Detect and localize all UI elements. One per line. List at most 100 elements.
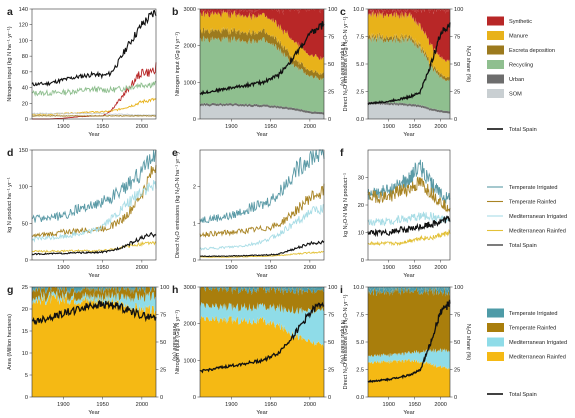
y-tick-label: 10.0	[353, 285, 364, 291]
panel-letter: b	[172, 6, 178, 18]
x-axis-label: Year	[88, 410, 99, 416]
y-tick-label: 80	[22, 54, 28, 60]
y-right-tick-label: 0	[328, 117, 331, 123]
y-tick-label: 20	[22, 101, 28, 107]
series-temperate-irrigated	[367, 159, 451, 204]
y-right-tick-label: 75	[328, 313, 334, 319]
y-right-axis-label: N₂O share (%)	[465, 46, 471, 82]
legend-swatch	[487, 337, 504, 347]
y-tick-label: 7.5	[356, 35, 364, 41]
y-tick-label: 0.0	[356, 395, 364, 401]
legend-swatch	[487, 89, 504, 98]
area-mediterranean-rainfed	[368, 358, 450, 397]
y-tick-label: 0	[193, 395, 196, 401]
y-axis-label: Direct N₂O emissions (Gg N₂O-N yr⁻¹)	[343, 16, 349, 111]
y-tick-label: 20	[22, 307, 28, 313]
x-tick-label: 1900	[383, 124, 395, 130]
area-mediterranean-irrigated	[32, 290, 156, 315]
area-fill-top	[368, 287, 450, 292]
x-tick-label: 1900	[57, 265, 69, 271]
y-tick-label: 10	[22, 351, 28, 357]
series-temperate-irrigated	[31, 149, 157, 223]
legend-label: Excreta deposition	[509, 48, 555, 54]
area-urban	[200, 102, 324, 115]
legend-swatch	[487, 74, 504, 84]
y-tick-label: 5.0	[356, 340, 364, 346]
legend-label: Recycling	[509, 63, 533, 69]
panel-e: 0 1 2 1900 1950 2000 Year Direct N₂O emissions …	[172, 147, 325, 279]
y-tick-label: 1000	[184, 80, 196, 86]
y-right-tick-label: 25	[160, 368, 166, 374]
area-fill-top	[368, 9, 450, 15]
x-tick-label: 2000	[434, 265, 446, 271]
legend-swatch	[487, 16, 504, 26]
x-tick-label: 1900	[225, 265, 237, 271]
x-tick-label: 1900	[383, 265, 395, 271]
legend-label: Mediterranean Rainfed	[509, 355, 566, 361]
legend-label: Total Spain	[509, 392, 537, 398]
y-axis-label: Area (Million hectares)	[7, 314, 13, 370]
legend-swatch	[487, 308, 504, 318]
series-mediterranean-rainfed	[200, 250, 325, 258]
area-som	[368, 103, 450, 119]
x-tick-label: 1900	[57, 402, 69, 408]
y-tick-label: 0	[25, 395, 28, 401]
panel-letter: i	[340, 284, 343, 296]
legend-crops-lines: Temperate Irrigated Temperate Rainfed Medi…	[487, 185, 567, 249]
series-total-spain	[199, 239, 325, 258]
y-tick-label: 3000	[184, 7, 196, 13]
y-tick-label: 0	[193, 258, 196, 264]
panel-letter: e	[172, 147, 178, 159]
y-right-tick-label: 0	[454, 117, 457, 123]
area-som	[200, 105, 324, 119]
x-tick-label: 1950	[264, 124, 276, 130]
legend-swatch	[487, 60, 504, 69]
y-right-axis-label: N₂O share (%)	[465, 324, 471, 360]
y-axis-label: Nitrogen input (Gg N yr⁻¹)	[175, 310, 181, 374]
y-tick-label: 1000	[184, 358, 196, 364]
x-axis-label: Year	[256, 273, 267, 279]
y-tick-label: 25	[22, 285, 28, 291]
y-axis-label: kg N product ha⁻¹ yr⁻¹	[7, 177, 13, 232]
legend-label: Synthetic	[509, 19, 532, 25]
panel-letter: h	[172, 284, 178, 296]
series-recycling	[31, 80, 157, 97]
series-mediterranean-irrigated	[31, 180, 157, 243]
legend-label: SOM	[509, 92, 522, 98]
series-mediterranean-rainfed	[367, 228, 451, 247]
series-temperate-rainfed	[199, 183, 325, 238]
x-tick-label: 2000	[136, 265, 148, 271]
area-fill-top	[200, 287, 324, 293]
panel-c: 0.0 2.5 5.0 7.5 10.0 0 25 50 75 100 N₂O share (%) 1…	[340, 6, 471, 138]
y-axis-label: Direct N₂O emissions (kg N₂O-N ha⁻¹ yr⁻¹…	[175, 152, 181, 258]
legend-swatch	[487, 352, 504, 361]
legend-label: Temperate Rainfed	[509, 326, 556, 332]
x-tick-label: 1950	[408, 265, 420, 271]
x-tick-label: 2000	[136, 402, 148, 408]
y-axis-label: Nitrogen input (kg N ha⁻¹ yr⁻¹)	[7, 26, 13, 101]
y-tick-label: 150	[19, 148, 28, 154]
y-tick-label: 20	[358, 203, 364, 209]
panel-letter: d	[7, 147, 13, 159]
y-tick-label: 15	[22, 329, 28, 335]
plot-frame	[31, 149, 157, 261]
series-total-spain	[367, 299, 451, 384]
y-tick-label: 2	[193, 185, 196, 191]
series-total-spain	[31, 231, 157, 256]
y-right-tick-label: 75	[160, 313, 166, 319]
x-tick-label: 2000	[304, 265, 316, 271]
panel-f: 0 10 20 30 1900 1950 2000 Year kg N₂O-N Mg N pro…	[340, 147, 451, 279]
series-excreta-deposition	[31, 115, 157, 117]
y-right-tick-label: 75	[454, 35, 460, 41]
y-right-tick-label: 25	[328, 90, 334, 96]
x-axis-label: Year	[88, 273, 99, 279]
y-right-tick-label: 100	[328, 285, 337, 291]
x-tick-label: 2000	[434, 402, 446, 408]
legend-label: Mediterranean Rainfed	[509, 229, 566, 235]
legend-label: Mediterranean Irrigated	[509, 214, 567, 220]
area-fill-top	[32, 287, 156, 294]
y-tick-label: 10.0	[353, 7, 364, 13]
legend-label: Total Spain	[509, 243, 537, 249]
y-right-tick-label: 50	[454, 340, 460, 346]
panel-letter: g	[7, 284, 13, 296]
